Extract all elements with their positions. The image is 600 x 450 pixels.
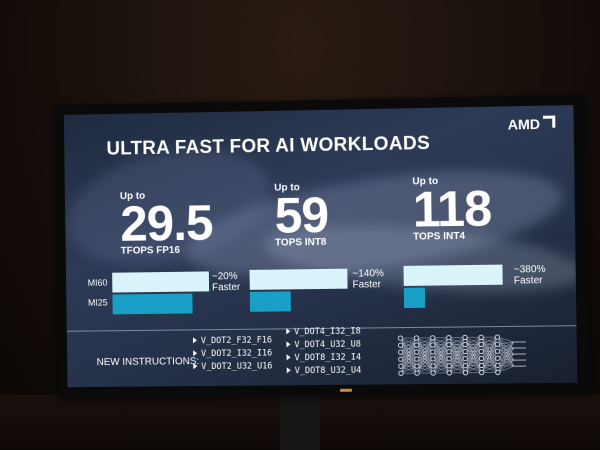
amd-logo-text: AMD [508, 116, 541, 133]
instruction-text: V_DOT4_I32_I8 [294, 327, 361, 338]
instruction-list-1: V_DOT2_F32_F16 V_DOT2_I32_I16 V_DOT2_U32… [193, 335, 273, 375]
instruction-text: V_DOT4_U32_U8 [294, 340, 361, 351]
instruction-item: V_DOT2_I32_I16 [193, 347, 272, 361]
stat-value: 29.5 [120, 201, 213, 246]
stat-int4: Up to 118 TOPS INT4 [412, 175, 491, 243]
neural-network-icon [394, 332, 531, 380]
arrow-bullet-icon [287, 367, 291, 373]
stat-unit: TOPS INT8 [275, 237, 329, 249]
gain-label: ~140% Faster [352, 268, 384, 290]
instruction-text: V_DOT8_U32_U4 [295, 366, 362, 377]
instruction-item: V_DOT4_I32_I8 [286, 326, 361, 340]
instruction-item: V_DOT8_I32_I4 [287, 352, 362, 366]
arrow-bullet-icon [193, 337, 197, 343]
bar-mi60 [250, 269, 348, 290]
gain-value: ~380% [514, 264, 546, 276]
tv-stand [280, 392, 320, 450]
bar-mi60 [112, 271, 209, 292]
bar-mi25 [404, 288, 425, 308]
instruction-item: V_DOT2_F32_F16 [193, 335, 272, 349]
instruction-item: V_DOT4_U32_U8 [286, 339, 361, 353]
slide-title: ULTRA FAST FOR AI WORKLOADS [106, 133, 430, 161]
slide-screen: AMD ULTRA FAST FOR AI WORKLOADS Up to 29… [64, 105, 577, 387]
gain-faster: Faster [514, 275, 546, 286]
arrow-bullet-icon [193, 350, 197, 356]
gain-value: ~20% [212, 271, 240, 282]
bar-mi25 [112, 294, 192, 315]
instruction-list-2: V_DOT4_I32_I8 V_DOT4_U32_U8 V_DOT8_I32_I… [286, 326, 361, 379]
bar-mi25 [250, 291, 291, 311]
bar-mi60 [403, 265, 502, 286]
arrow-bullet-icon [287, 354, 291, 360]
stat-value: 118 [412, 186, 491, 231]
instruction-text: V_DOT2_U32_U16 [201, 361, 272, 372]
gain-faster: Faster [352, 279, 384, 290]
instruction-text: V_DOT8_I32_I4 [295, 353, 362, 364]
arrow-bullet-icon [193, 363, 197, 369]
stat-int8: Up to 59 TOPS INT8 [274, 182, 328, 249]
instruction-text: V_DOT2_F32_F16 [201, 336, 272, 347]
stat-value: 59 [274, 193, 328, 238]
arrow-bullet-icon [286, 328, 290, 334]
gain-label: ~380% Faster [514, 264, 546, 287]
gain-label: ~20% Faster [212, 271, 240, 293]
amd-arrow-icon [543, 116, 555, 128]
arrow-bullet-icon [286, 341, 290, 347]
tv-monitor: AMD ULTRA FAST FOR AI WORKLOADS Up to 29… [54, 95, 590, 398]
gain-faster: Faster [212, 282, 240, 293]
row-label-mi25: MI25 [88, 298, 108, 308]
new-instructions-label: NEW INSTRUCTIONS: [97, 356, 200, 368]
tv-power-led [340, 389, 352, 392]
gain-value: ~140% [352, 268, 384, 279]
instruction-item: V_DOT8_U32_U4 [287, 365, 362, 379]
instruction-item: V_DOT2_U32_U16 [193, 360, 272, 374]
instruction-text: V_DOT2_I32_I16 [201, 348, 272, 359]
stat-fp16: Up to 29.5 TFOPS FP16 [120, 190, 213, 257]
amd-logo: AMD [508, 116, 556, 133]
row-label-mi60: MI60 [88, 278, 108, 288]
